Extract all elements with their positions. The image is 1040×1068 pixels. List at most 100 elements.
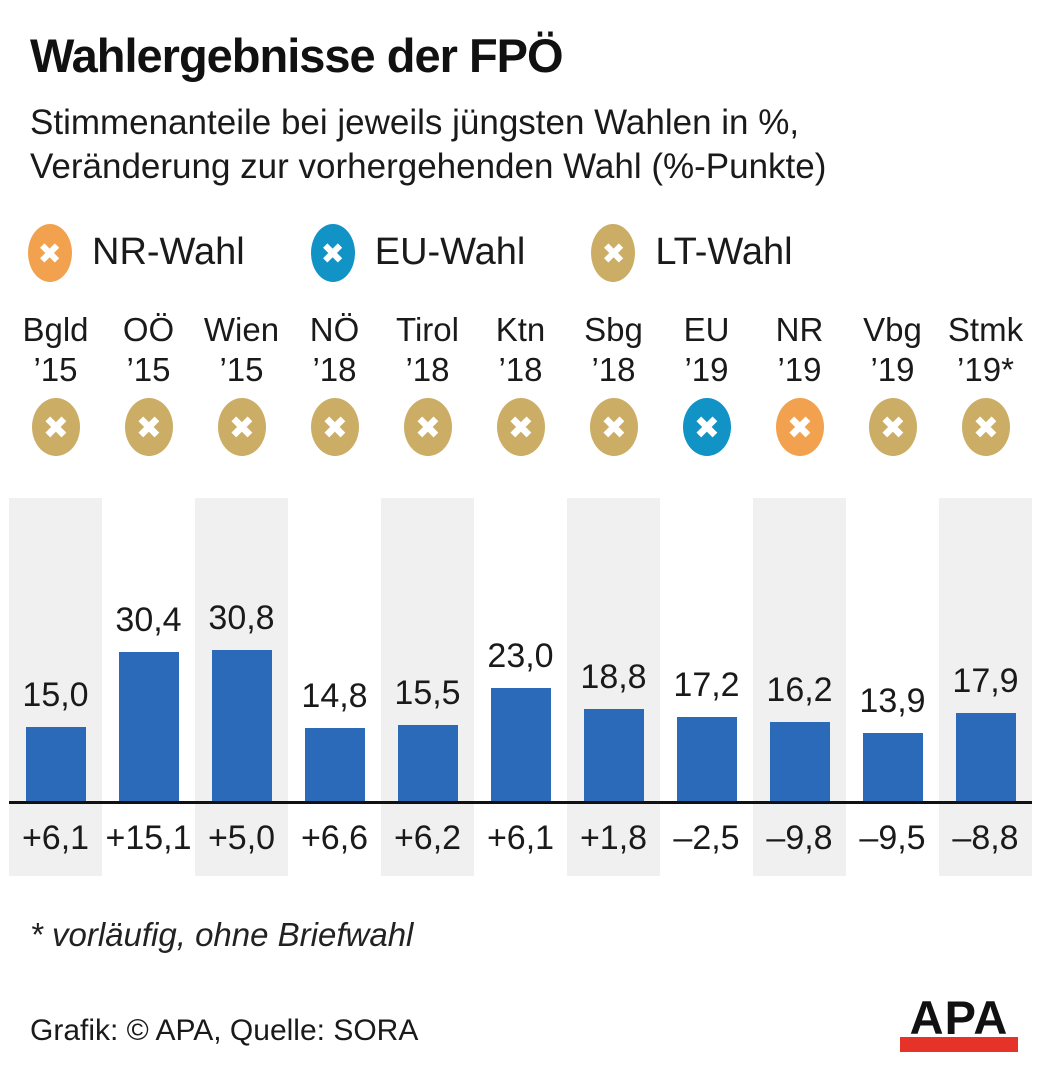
column-header: Wien ’15 (195, 310, 288, 398)
column-track: 18,8 +1,8 (567, 497, 660, 876)
page-title: Wahlergebnisse der FPÖ (30, 29, 564, 82)
column-election-type (102, 397, 195, 478)
ballot-x-icon (496, 397, 545, 456)
column-region-label: Wien (203, 310, 280, 348)
column-election-type (288, 397, 381, 478)
bar-value-label: 30,8 (208, 598, 275, 637)
bar (769, 721, 830, 801)
apa-logo-text: APA (909, 990, 1009, 1044)
ballot-x-icon (310, 223, 355, 282)
bar-zone: 14,8 (288, 498, 381, 804)
column-year-label: ’15 (126, 351, 171, 389)
column-year-label: ’18 (405, 351, 450, 389)
change-label: +6,1 (21, 818, 90, 857)
bar-chart: Bgld ’15 15,0 +6,1 OÖ ’15 (9, 310, 1032, 876)
column-region-label: Ktn (495, 310, 546, 348)
legend-label: NR-Wahl (92, 231, 245, 274)
legend-label: EU-Wahl (374, 231, 526, 274)
bar-value-label: 15,5 (394, 673, 461, 712)
column-track: 17,2 –2,5 (660, 498, 753, 876)
column: Sbg ’18 18,8 +1,8 (567, 310, 660, 876)
bar-zone: 16,2 (753, 498, 846, 804)
bar (304, 727, 365, 801)
column: Stmk ’19* 17,9 –8,8 (939, 310, 1032, 876)
ballot-x-icon (217, 397, 266, 456)
bar (676, 716, 737, 801)
chart-columns: Bgld ’15 15,0 +6,1 OÖ ’15 (9, 310, 1032, 876)
column-region-label: Tirol (396, 310, 459, 348)
bar-zone: 17,2 (660, 498, 753, 804)
ballot-x-icon (310, 397, 359, 456)
column-election-type (474, 397, 567, 478)
column: Ktn ’18 23,0 +6,1 (474, 310, 567, 876)
column-year-label: ’18 (498, 351, 543, 389)
ballot-x-icon (775, 397, 824, 456)
legend-item-eu-wahl: EU-Wahl (310, 223, 526, 282)
ballot-x-icon (868, 397, 917, 456)
column-track: 14,8 +6,6 (288, 498, 381, 876)
subtitle-line-2: Veränderung zur vorhergehenden Wahl (%-P… (30, 147, 827, 187)
credit-source: Grafik: © APA, Quelle: SORA (30, 1014, 419, 1047)
bar-zone: 18,8 (567, 498, 660, 804)
column-year-label: ’18 (591, 351, 636, 389)
column-header: Sbg ’18 (567, 310, 660, 398)
bar-value-label: 23,0 (487, 636, 554, 675)
ballot-x-icon (591, 223, 636, 282)
column-region-label: Stmk (947, 310, 1024, 348)
column-election-type (939, 397, 1032, 478)
column: Vbg ’19 13,9 –9,5 (846, 310, 939, 876)
column-region-label: Bgld (22, 310, 89, 348)
bar (490, 687, 551, 801)
column-year-label: ’19 (684, 351, 729, 389)
change-label: +15,1 (105, 818, 192, 857)
change-label: +1,8 (579, 818, 648, 857)
column-header: Ktn ’18 (474, 310, 567, 398)
bar (25, 726, 86, 801)
column-track: 15,0 +6,1 (9, 497, 102, 876)
column-header: Stmk ’19* (939, 310, 1032, 398)
apa-logo-red-bar (900, 1037, 1018, 1052)
column-year-label: ’19 (870, 351, 915, 389)
bar-value-label: 16,2 (766, 670, 833, 709)
column-track: 23,0 +6,1 (474, 498, 567, 876)
ballot-x-icon (589, 397, 638, 456)
column-year-label: ’18 (312, 351, 357, 389)
column-track: 15,5 +6,2 (381, 497, 474, 876)
column-election-type (9, 397, 102, 478)
column-region-label: NR (775, 310, 824, 348)
column-region-label: Sbg (584, 310, 643, 348)
column-year-label: ’19 (777, 351, 822, 389)
column-header: OÖ ’15 (102, 310, 195, 398)
column-track: 13,9 –9,5 (846, 498, 939, 876)
legend: NR-Wahl EU-Wahl LT-Wahl (28, 223, 1040, 282)
bar-zone: 17,9 (939, 498, 1032, 804)
column-year-label: ’19* (957, 351, 1014, 389)
legend-item-lt-wahl: LT-Wahl (591, 223, 793, 282)
column-track: 30,4 +15,1 (102, 498, 195, 876)
column-region-label: NÖ (309, 310, 360, 348)
column-track: 16,2 –9,8 (753, 497, 846, 876)
bar-zone: 15,0 (9, 498, 102, 804)
bar-value-label: 14,8 (301, 676, 368, 715)
ballot-x-icon (403, 397, 452, 456)
change-label: +6,1 (486, 818, 555, 857)
bar-value-label: 17,2 (673, 665, 740, 704)
subtitle-line-1: Stimmenanteile bei jeweils jüngsten Wahl… (30, 103, 800, 142)
column-election-type (567, 397, 660, 478)
change-label: –9,8 (766, 818, 833, 857)
bar-zone: 23,0 (474, 498, 567, 804)
column-header: Bgld ’15 (9, 310, 102, 398)
bar-value-label: 15,0 (22, 675, 89, 714)
ballot-x-icon (28, 223, 72, 282)
column-year-label: ’15 (219, 351, 264, 389)
column-election-type (660, 397, 753, 478)
column-track: 17,9 –8,8 (939, 497, 1032, 876)
column-region-label: EU (683, 310, 730, 348)
column: Bgld ’15 15,0 +6,1 (9, 310, 102, 876)
column-region-label: OÖ (122, 310, 175, 348)
column-header: Tirol ’18 (381, 310, 474, 398)
bar (862, 732, 923, 801)
column-header: Vbg ’19 (846, 310, 939, 398)
column: NÖ ’18 14,8 +6,6 (288, 310, 381, 876)
column-election-type (381, 397, 474, 478)
